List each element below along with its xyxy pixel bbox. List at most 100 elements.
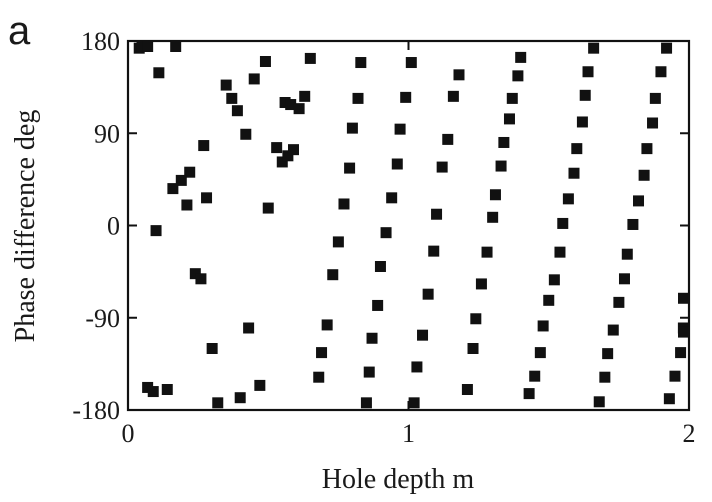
data-point (487, 211, 499, 223)
data-point (655, 66, 667, 78)
data-point (678, 292, 689, 304)
data-point (467, 343, 479, 354)
data-point (599, 371, 611, 383)
data-point (167, 183, 179, 195)
data-point (206, 343, 218, 354)
data-point (489, 189, 501, 201)
y-tick-label: 180 (81, 27, 120, 56)
data-point (243, 322, 255, 334)
data-point (195, 273, 207, 285)
data-point (554, 246, 566, 258)
data-point (262, 202, 274, 214)
data-point (411, 361, 423, 373)
data-point (240, 128, 252, 140)
data-point (571, 143, 583, 155)
data-point (461, 384, 473, 395)
data-point (675, 347, 687, 359)
data-point (512, 70, 524, 82)
data-point (142, 41, 154, 52)
data-point (136, 41, 148, 52)
data-point (607, 324, 619, 336)
data-point (279, 97, 291, 108)
data-point (394, 123, 406, 135)
x-axis-title: Hole depth m (322, 464, 475, 495)
data-point (366, 332, 378, 344)
data-point (523, 388, 535, 400)
data-point (579, 89, 591, 101)
data-point (602, 348, 614, 360)
data-point (428, 245, 440, 257)
data-point (189, 268, 201, 280)
data-point (431, 208, 443, 220)
data-point (678, 326, 689, 338)
data-point (649, 92, 661, 104)
data-point (621, 248, 633, 260)
data-point (380, 227, 392, 239)
data-point (562, 193, 574, 205)
data-point (338, 198, 350, 210)
data-point (363, 366, 375, 378)
data-point (352, 92, 364, 104)
data-point (282, 150, 294, 162)
data-point (442, 133, 454, 145)
data-point (153, 67, 165, 79)
data-point (344, 162, 356, 174)
data-point (346, 122, 358, 134)
data-point (543, 294, 555, 306)
data-point (568, 167, 580, 179)
data-point (627, 218, 639, 230)
data-point (321, 319, 333, 331)
data-points (133, 41, 689, 409)
data-point (170, 41, 182, 52)
data-point (276, 156, 288, 168)
data-point (293, 103, 305, 115)
data-point (503, 113, 515, 125)
data-point (576, 116, 588, 128)
x-tick-label: 2 (683, 419, 696, 448)
data-point (271, 142, 283, 154)
data-point (422, 288, 434, 300)
data-point (529, 370, 541, 382)
data-point (327, 269, 339, 281)
data-point (184, 166, 196, 178)
data-point (231, 105, 243, 117)
data-point (405, 57, 417, 69)
data-point (447, 90, 459, 102)
data-point (613, 296, 625, 308)
data-point (470, 313, 482, 325)
data-point (234, 392, 246, 404)
data-point (181, 199, 193, 211)
data-point (481, 246, 493, 258)
data-point (663, 393, 675, 405)
data-point (332, 236, 344, 248)
data-point (495, 160, 507, 172)
data-point (582, 66, 594, 78)
data-point (316, 347, 328, 359)
y-tick-label: -90 (85, 304, 120, 333)
data-point (557, 217, 569, 229)
data-point (372, 299, 384, 311)
data-point (515, 51, 527, 63)
data-point (408, 397, 420, 409)
data-point (259, 56, 271, 67)
x-tick-label: 0 (122, 419, 135, 448)
y-tick-label: -180 (72, 396, 120, 425)
data-point (226, 92, 238, 104)
data-point (641, 143, 653, 155)
data-point (588, 42, 600, 54)
data-point (360, 397, 372, 409)
data-point (150, 225, 162, 237)
data-point (386, 192, 398, 204)
data-point (220, 79, 232, 91)
data-point (475, 278, 487, 290)
data-point (147, 386, 159, 398)
data-point (506, 92, 518, 104)
data-point (248, 73, 260, 85)
x-tick-label: 1 (402, 419, 415, 448)
data-point (661, 42, 673, 54)
data-point (285, 99, 297, 111)
y-tick-label: 0 (107, 212, 120, 241)
x-axis: 0 1 2 (122, 41, 696, 448)
data-point (198, 140, 210, 152)
